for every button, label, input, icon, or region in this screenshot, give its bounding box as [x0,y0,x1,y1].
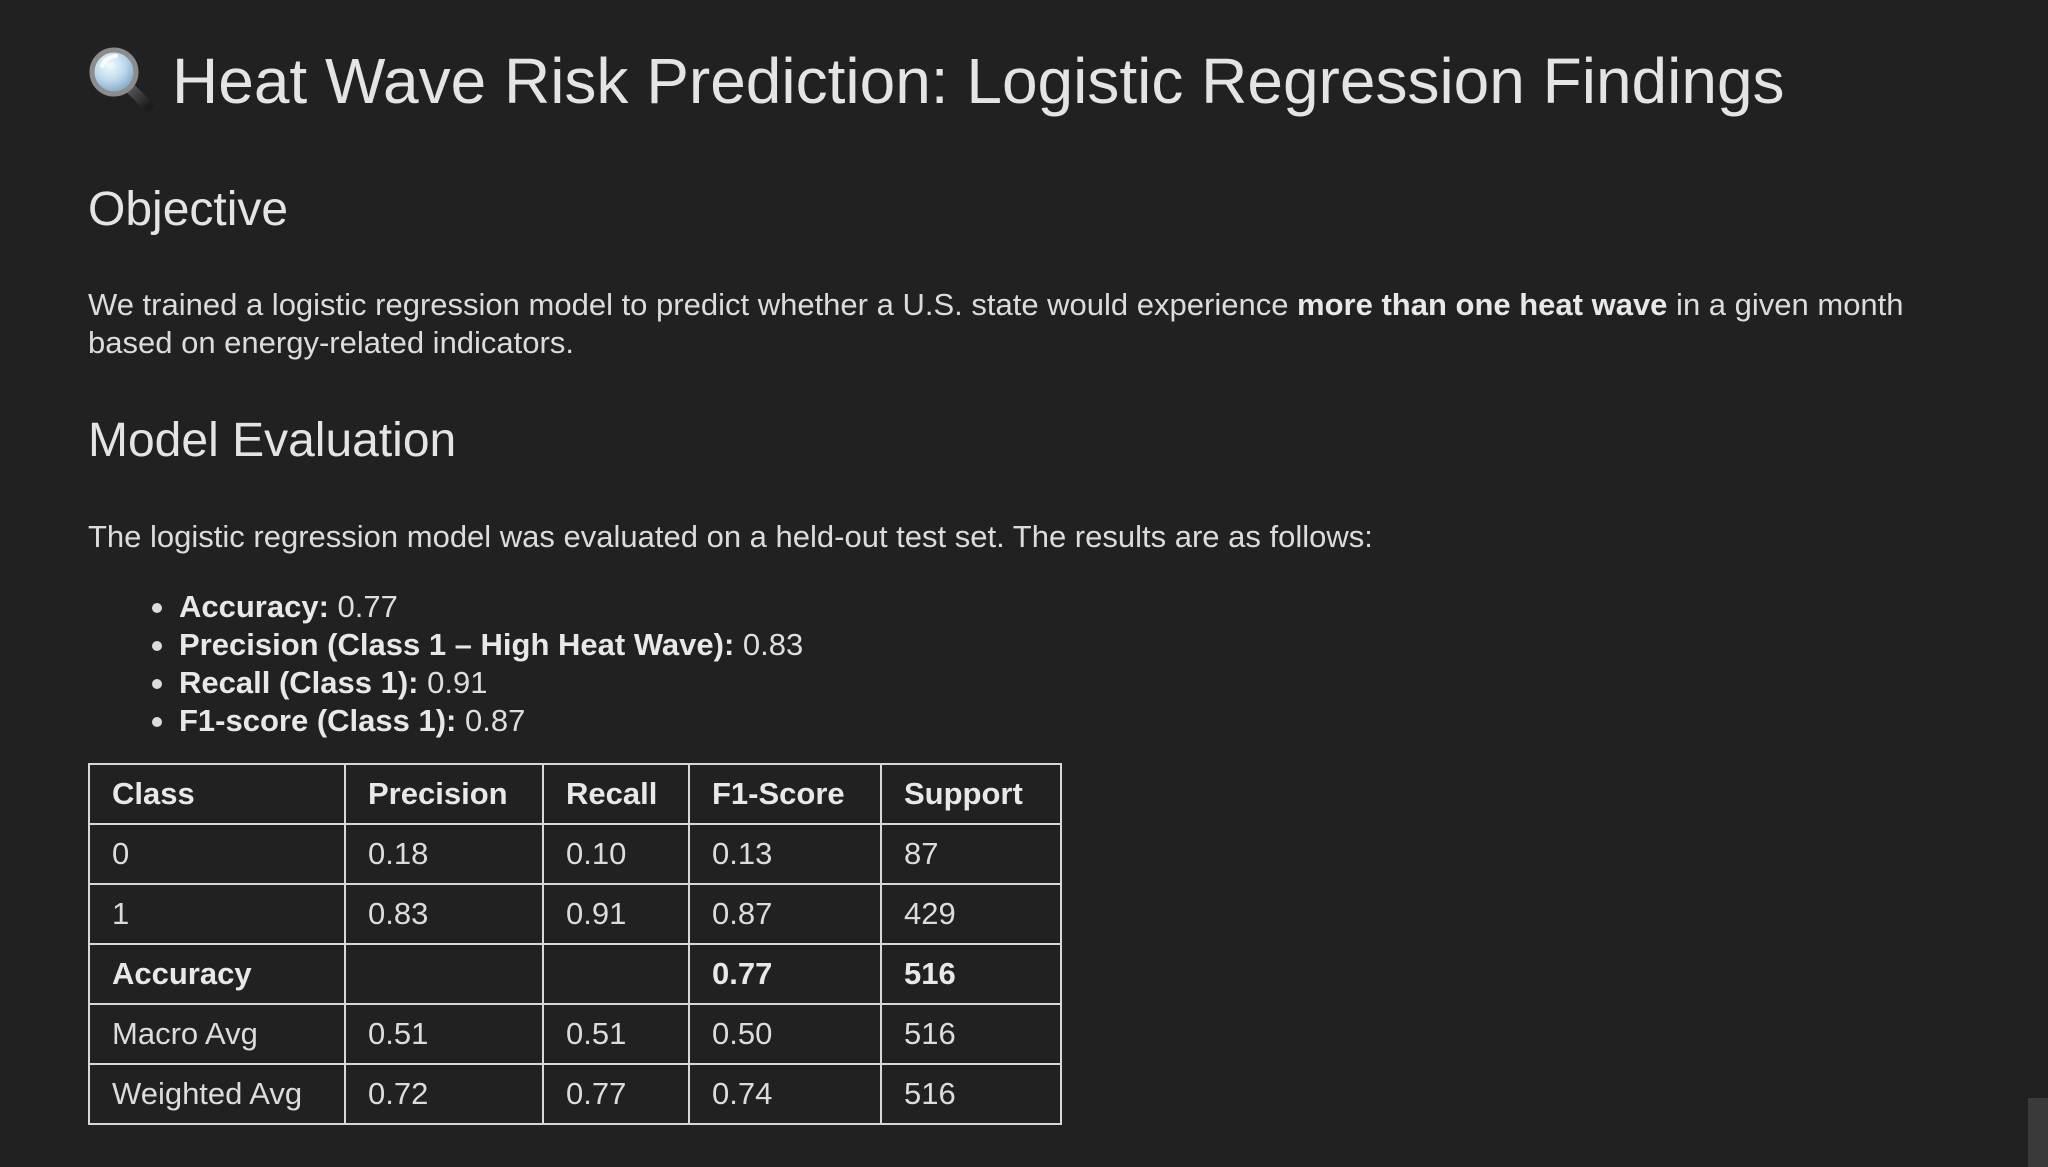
table-row: Macro Avg 0.51 0.51 0.50 516 [88,1003,1062,1065]
table-row: 1 0.83 0.91 0.87 429 [88,883,1062,945]
header-support: Support [880,763,1062,825]
table-cell: 0.87 [688,883,882,945]
objective-paragraph: We trained a logistic regression model t… [88,286,1988,362]
metrics-list: Accuracy: 0.77 Precision (Class 1 – High… [88,588,803,740]
metric-label: Recall (Class 1): [179,665,419,700]
header-class: Class [88,763,346,825]
table-cell [344,943,544,1005]
page-title: Heat Wave Risk Prediction: Logistic Regr… [88,40,1785,122]
metric-recall: Recall (Class 1): 0.91 [88,664,803,702]
metric-value: 0.91 [418,665,488,700]
table-cell: Macro Avg [88,1003,346,1065]
table-cell: 0.74 [688,1063,882,1125]
table-cell: 0.83 [344,883,544,945]
table-cell: 1 [88,883,346,945]
table-cell: 0.51 [344,1003,544,1065]
metric-label: Accuracy: [179,589,329,624]
metric-label: F1-score (Class 1): [179,703,457,738]
table-row-accuracy: Accuracy 0.77 516 [88,943,1062,1005]
table-row: Weighted Avg 0.72 0.77 0.74 516 [88,1063,1062,1125]
metric-accuracy: Accuracy: 0.77 [88,588,803,626]
table-row: 0 0.18 0.10 0.13 87 [88,823,1062,885]
table-cell: 429 [880,883,1062,945]
table-cell [542,943,690,1005]
table-cell: 0 [88,823,346,885]
table-cell: 0.50 [688,1003,882,1065]
table-cell: 0.18 [344,823,544,885]
table-cell: 0.51 [542,1003,690,1065]
objective-text-before: We trained a logistic regression model t… [88,287,1298,322]
table-header-row: Class Precision Recall F1-Score Support [88,763,1062,825]
evaluation-intro: The logistic regression model was evalua… [88,519,1373,554]
table-cell: 0.13 [688,823,882,885]
metric-value: 0.83 [734,627,804,662]
table-cell: 0.91 [542,883,690,945]
model-evaluation-heading: Model Evaluation [88,414,457,467]
page-title-text: Heat Wave Risk Prediction: Logistic Regr… [172,45,1785,117]
metric-value: 0.77 [328,589,398,624]
objective-text-bold: more than one heat wave [1297,287,1668,322]
table-cell: Weighted Avg [88,1063,346,1125]
table-cell: 0.72 [344,1063,544,1125]
header-precision: Precision [344,763,544,825]
metric-label: Precision (Class 1 – High Heat Wave): [179,627,735,662]
table-cell: 0.10 [542,823,690,885]
table-cell: 516 [880,1003,1062,1065]
table-cell: 87 [880,823,1062,885]
table-cell: Accuracy [88,943,346,1005]
objective-heading: Objective [88,183,289,236]
header-f1-score: F1-Score [688,763,882,825]
table-cell: 0.77 [688,943,882,1005]
objective-text-after: in a given month based on energy-related… [88,287,1904,360]
table-cell: 0.77 [542,1063,690,1125]
metric-precision: Precision (Class 1 – High Heat Wave): 0.… [88,626,803,664]
metric-value: 0.87 [456,703,526,738]
table-cell: 516 [880,943,1062,1005]
magnifying-glass-icon [88,46,154,112]
scrollbar-thumb[interactable] [2028,1098,2048,1167]
classification-report-table: Class Precision Recall F1-Score Support … [88,763,1062,1125]
header-recall: Recall [542,763,690,825]
table-cell: 516 [880,1063,1062,1125]
metric-f1-score: F1-score (Class 1): 0.87 [88,702,803,740]
